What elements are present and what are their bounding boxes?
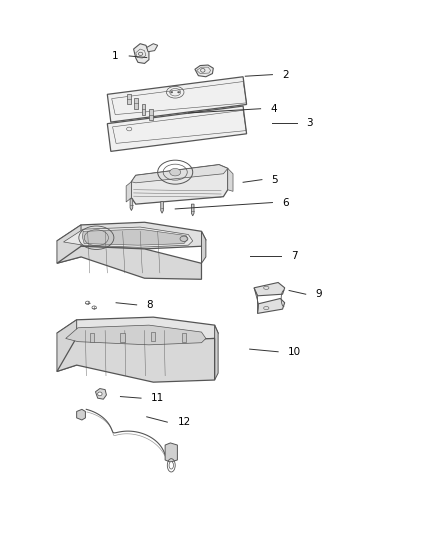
Polygon shape <box>147 44 158 52</box>
Polygon shape <box>57 222 206 249</box>
Polygon shape <box>130 199 133 211</box>
Polygon shape <box>57 246 201 279</box>
Polygon shape <box>57 320 77 372</box>
Ellipse shape <box>170 92 173 93</box>
Polygon shape <box>258 298 285 313</box>
Text: 12: 12 <box>177 417 191 427</box>
Polygon shape <box>134 98 138 109</box>
Polygon shape <box>131 165 228 204</box>
Polygon shape <box>90 333 94 342</box>
Ellipse shape <box>170 168 180 176</box>
Polygon shape <box>120 333 125 342</box>
Polygon shape <box>149 109 153 120</box>
Polygon shape <box>151 332 155 341</box>
Polygon shape <box>57 317 218 341</box>
Polygon shape <box>77 409 85 420</box>
Text: 1: 1 <box>112 51 118 61</box>
Polygon shape <box>165 443 177 462</box>
Polygon shape <box>254 282 285 296</box>
Polygon shape <box>126 182 131 202</box>
Polygon shape <box>142 104 145 115</box>
Polygon shape <box>228 168 233 191</box>
Polygon shape <box>182 333 186 342</box>
Text: 10: 10 <box>288 347 301 357</box>
Polygon shape <box>57 225 81 263</box>
Polygon shape <box>215 325 218 380</box>
Polygon shape <box>57 337 215 382</box>
Text: 4: 4 <box>271 104 277 114</box>
Polygon shape <box>161 201 163 213</box>
Polygon shape <box>195 65 213 77</box>
Polygon shape <box>107 106 247 151</box>
Ellipse shape <box>169 462 173 469</box>
Polygon shape <box>82 229 187 245</box>
Polygon shape <box>64 227 193 247</box>
Ellipse shape <box>178 92 180 93</box>
Text: 6: 6 <box>283 198 289 207</box>
Text: 8: 8 <box>147 300 153 310</box>
Text: 3: 3 <box>307 118 313 127</box>
Text: 9: 9 <box>315 289 322 299</box>
Polygon shape <box>107 77 247 122</box>
Polygon shape <box>95 389 106 399</box>
Text: 11: 11 <box>151 393 164 403</box>
Polygon shape <box>127 94 131 104</box>
Ellipse shape <box>98 392 102 395</box>
Polygon shape <box>254 288 258 313</box>
Text: 5: 5 <box>272 175 278 184</box>
Polygon shape <box>191 204 194 216</box>
Polygon shape <box>131 165 228 183</box>
Text: 7: 7 <box>291 251 298 261</box>
Polygon shape <box>66 325 206 345</box>
Polygon shape <box>201 231 206 263</box>
Polygon shape <box>134 44 149 63</box>
Text: 2: 2 <box>283 70 289 79</box>
